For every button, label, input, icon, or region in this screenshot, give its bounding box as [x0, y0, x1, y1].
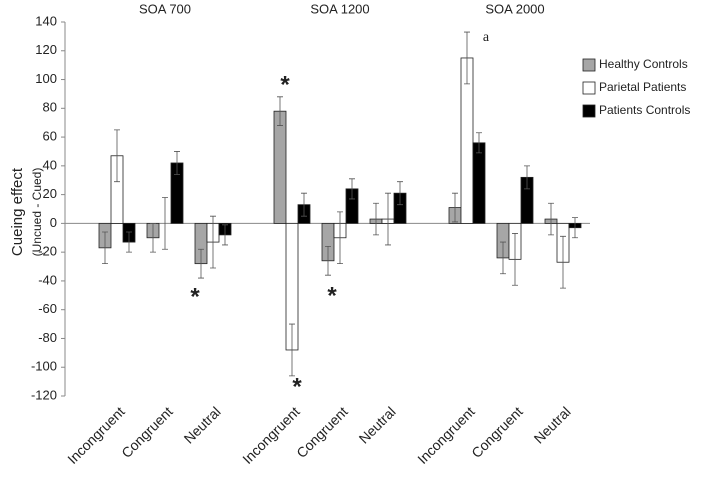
x-tick-label: Neutral: [181, 403, 224, 446]
error-bar: [301, 192, 307, 217]
error-bar: [548, 202, 554, 236]
error-bar: [174, 151, 180, 175]
y-axis-label: (Uncued - Cued): [30, 168, 44, 257]
legend-label: Healthy Controls: [599, 57, 688, 71]
group-label: SOA 1200: [310, 1, 369, 16]
error-bar: [162, 197, 168, 250]
error-bar: [349, 178, 355, 200]
legend-swatch: [582, 58, 596, 72]
y-tick-label: 80: [43, 100, 57, 115]
y-tick-label: 40: [43, 157, 57, 172]
x-tick-label: Congruent: [468, 403, 526, 461]
y-tick-label: 0: [50, 215, 57, 230]
x-tick-label: Incongruent: [239, 403, 303, 467]
error-bar: [452, 192, 458, 223]
error-bar: [102, 231, 108, 265]
error-bar: [560, 235, 566, 289]
annotation: *: [280, 71, 290, 98]
x-tick-label: Incongruent: [64, 403, 128, 467]
y-axis-label: Cueing effect: [9, 167, 26, 256]
error-bar: [572, 217, 578, 239]
error-bar: [150, 222, 156, 253]
legend-swatch: [582, 104, 596, 118]
y-tick-label: 20: [43, 186, 57, 201]
error-bar: [512, 233, 518, 286]
y-tick-label: 120: [35, 42, 57, 57]
x-tick-label: Neutral: [531, 403, 574, 446]
y-tick-label: -120: [31, 387, 57, 402]
error-bar: [198, 248, 204, 279]
error-bar: [476, 132, 482, 154]
error-bar: [385, 192, 391, 246]
legend-label: Parietal Patients: [599, 80, 686, 94]
error-bar: [524, 165, 530, 190]
error-bar: [114, 129, 120, 183]
error-bar: [126, 231, 132, 253]
error-bar: [337, 211, 343, 265]
x-tick-label: Congruent: [293, 403, 351, 461]
x-tick-label: Congruent: [118, 403, 176, 461]
error-bar: [289, 323, 295, 377]
error-bar: [373, 202, 379, 236]
y-tick-label: -100: [31, 359, 57, 374]
annotation: a: [483, 30, 490, 45]
annotation: *: [190, 283, 200, 310]
y-tick-label: 140: [35, 13, 57, 28]
x-tick-label: Neutral: [356, 403, 399, 446]
annotation: *: [327, 282, 337, 309]
y-tick-label: 100: [35, 71, 57, 86]
y-tick-label: -60: [38, 301, 57, 316]
error-bar: [222, 224, 228, 246]
error-bar: [397, 181, 403, 206]
bar: [472, 142, 486, 224]
x-tick-label: Incongruent: [414, 403, 478, 467]
error-bar: [500, 241, 506, 275]
legend-swatch: [582, 81, 596, 95]
y-tick-label: -20: [38, 244, 57, 259]
error-bar: [277, 96, 283, 126]
y-tick-label: 60: [43, 129, 57, 144]
annotation: *: [292, 373, 302, 400]
legend-label: Patients Controls: [599, 103, 690, 117]
bar: [273, 110, 287, 224]
error-bar: [464, 31, 470, 85]
y-tick-label: -80: [38, 330, 57, 345]
error-bar: [325, 246, 331, 276]
group-label: SOA 2000: [485, 1, 544, 16]
error-bar: [210, 215, 216, 269]
group-label: SOA 700: [139, 1, 191, 16]
y-tick-label: -40: [38, 272, 57, 287]
